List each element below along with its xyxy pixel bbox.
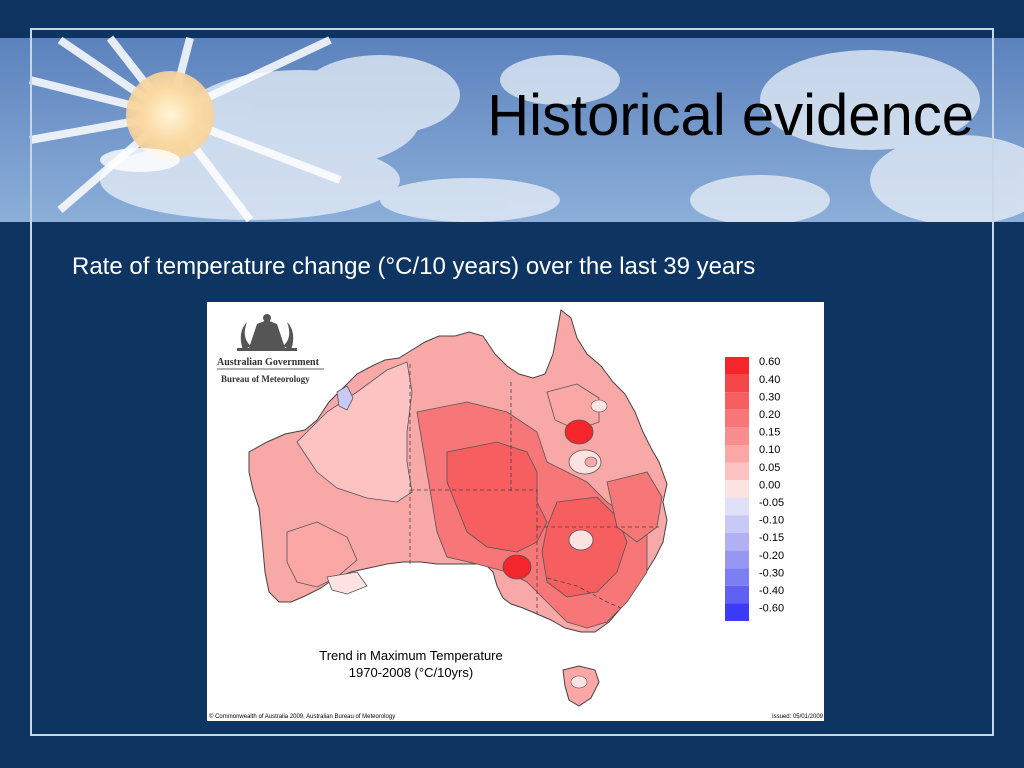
legend-swatch bbox=[725, 550, 749, 569]
copyright-text: © Commonwealth of Australia 2009, Austra… bbox=[209, 713, 395, 720]
legend-swatch bbox=[725, 427, 749, 445]
legend-label: -0.10 bbox=[759, 515, 784, 527]
legend-swatch bbox=[725, 515, 749, 533]
legend-label: -0.40 bbox=[759, 585, 784, 597]
legend-label: 0.30 bbox=[759, 391, 780, 403]
legend-swatch bbox=[725, 374, 749, 393]
map-title-line2: 1970-2008 (°C/10yrs) bbox=[349, 665, 473, 680]
legend-swatch bbox=[725, 585, 749, 604]
state-borders bbox=[409, 364, 659, 614]
legend-swatch bbox=[725, 462, 749, 481]
legend-swatch bbox=[725, 445, 749, 463]
legend-swatch bbox=[725, 603, 749, 621]
legend-label: -0.15 bbox=[759, 532, 784, 544]
slide-frame bbox=[30, 28, 994, 736]
legend-label: 0.40 bbox=[759, 374, 780, 386]
sun-icon bbox=[126, 71, 214, 159]
legend-swatch bbox=[725, 497, 749, 516]
legend-swatch bbox=[725, 392, 749, 410]
legend-label: 0.20 bbox=[759, 409, 780, 421]
australia-map bbox=[248, 309, 668, 707]
legend-label: -0.60 bbox=[759, 603, 784, 615]
legend-label: -0.30 bbox=[759, 567, 784, 579]
slide-subtitle: Rate of temperature change (°C/10 years)… bbox=[72, 253, 756, 280]
sky-header-image bbox=[0, 0, 1024, 224]
legend-label: 0.05 bbox=[759, 462, 780, 474]
agency-name-line2: Bureau of Meteorology bbox=[221, 374, 310, 384]
legend-label: 0.00 bbox=[759, 479, 780, 491]
slide-title: Historical evidence bbox=[487, 83, 974, 148]
map-title-line1: Trend in Maximum Temperature bbox=[319, 648, 503, 663]
coat-of-arms-icon bbox=[237, 314, 297, 351]
legend-swatch bbox=[725, 568, 749, 586]
legend-swatch bbox=[725, 533, 749, 551]
legend-swatch bbox=[725, 409, 749, 428]
legend-label: 0.10 bbox=[759, 444, 780, 456]
legend-swatch bbox=[725, 480, 749, 498]
legend-label: 0.15 bbox=[759, 427, 780, 439]
temperature-trend-map: Australian Government Bureau of Meteorol… bbox=[207, 302, 824, 721]
legend-swatch bbox=[725, 357, 749, 375]
legend: 0.60 0.40 0.30 0.20 0.15 0.10 0.05 0.00 -0.05 -0.… bbox=[725, 356, 784, 621]
agency-name-line1: Australian Government bbox=[217, 357, 320, 368]
issued-date: Issued: 05/01/2009 bbox=[772, 714, 824, 720]
legend-label: -0.20 bbox=[759, 550, 784, 562]
legend-label: 0.60 bbox=[759, 356, 780, 368]
legend-label: -0.05 bbox=[759, 497, 784, 509]
